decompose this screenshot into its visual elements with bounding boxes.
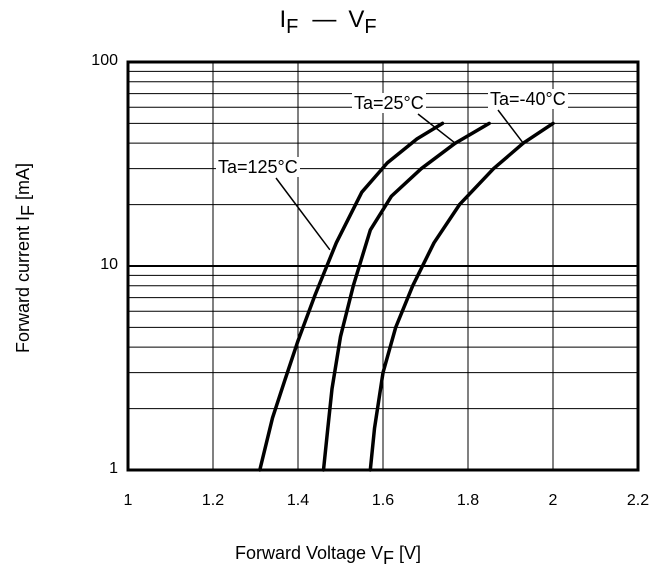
series-lines xyxy=(258,121,555,472)
x-tick-label: 1.2 xyxy=(201,492,225,509)
series-line-1 xyxy=(321,121,491,472)
annotation-leaders xyxy=(275,109,524,251)
x-axis-label: Forward Voltage VF [V] xyxy=(0,543,656,569)
x-axis-label-text: Forward Voltage V xyxy=(234,543,384,563)
chart-title: IF — VF xyxy=(0,6,656,39)
x-tick-label: 2 xyxy=(548,492,558,509)
title-dash: — xyxy=(312,6,337,33)
title-v-sub: F xyxy=(364,16,377,38)
series-line-2 xyxy=(368,121,555,472)
annotation-leader-1 xyxy=(417,113,456,144)
series-label-2: Ta=-40°C xyxy=(488,89,568,109)
annotation-leader-2 xyxy=(497,109,524,144)
x-tick-label: 2.2 xyxy=(626,492,650,509)
y-tick-label: 100 xyxy=(91,52,118,69)
annotation-leader-0 xyxy=(275,177,331,251)
series-label-1: Ta=25°C xyxy=(352,93,426,113)
title-i: I xyxy=(279,6,287,33)
y-tick-label: 10 xyxy=(100,256,118,273)
series-label-0: Ta=125°C xyxy=(216,157,300,177)
x-tick-label: 1.6 xyxy=(371,492,395,509)
title-i-sub: F xyxy=(286,16,299,38)
x-axis-label-sub: F xyxy=(383,548,395,568)
y-axis-label-unit: [mA] xyxy=(13,162,33,205)
x-tick-label: 1.4 xyxy=(286,492,310,509)
x-axis-label-unit: [V] xyxy=(394,543,422,563)
plot-frame xyxy=(126,60,640,472)
title-v: V xyxy=(348,6,365,33)
y-tick-label: 1 xyxy=(109,460,118,477)
y-axis-label-text: Forward current I xyxy=(13,215,33,354)
grid xyxy=(128,62,638,470)
y-axis-label-sub: F xyxy=(18,204,38,216)
series-line-0 xyxy=(258,121,445,472)
x-tick-label: 1.8 xyxy=(456,492,480,509)
x-tick-label: 1 xyxy=(123,492,133,509)
